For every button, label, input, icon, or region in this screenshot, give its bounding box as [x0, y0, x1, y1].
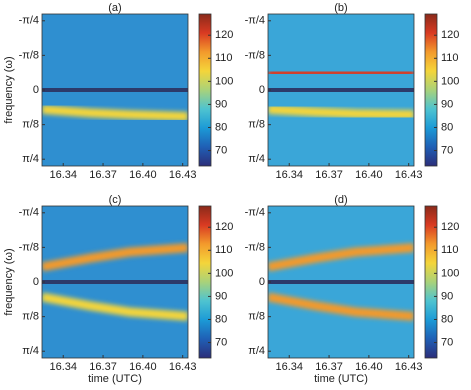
colorbar-tick-label: 80	[215, 313, 227, 325]
plot-area	[268, 206, 414, 358]
spectral-band	[268, 292, 414, 321]
x-tick-label: 16.37	[89, 169, 117, 181]
x-tick-label: 16.37	[89, 361, 117, 373]
colorbar-tick-label: 80	[215, 121, 227, 133]
y-tick-label: π/8	[22, 311, 39, 323]
y-axis-label: frequency (ω)	[3, 248, 15, 315]
spectral-band	[42, 104, 188, 121]
x-tick-label: 16.34	[275, 169, 303, 181]
colorbar-tick-label: 120	[215, 221, 233, 233]
panel-title: (d)	[334, 194, 347, 206]
plot-area	[268, 14, 414, 166]
colorbar-tick-label: 110	[441, 244, 459, 256]
colorbar-tick-label: 100	[441, 267, 459, 279]
y-tick-label: π/8	[248, 311, 265, 323]
colorbar-tick-label: 120	[441, 221, 459, 233]
colorbar-tick-label: 90	[441, 98, 453, 110]
y-tick-label: π/4	[248, 153, 265, 165]
x-tick-label: 16.40	[129, 361, 157, 373]
x-tick-label: 16.40	[355, 169, 383, 181]
colorbar-tick-label: 70	[441, 144, 453, 156]
colorbar-tick-label: 90	[441, 290, 453, 302]
spectral-band	[268, 243, 414, 272]
y-tick-label: π/4	[22, 153, 39, 165]
colorbar	[424, 205, 438, 359]
y-tick-label: -π/8	[245, 241, 265, 253]
spectral-band	[268, 67, 414, 78]
colorbar-tick-label: 100	[215, 267, 233, 279]
panel-title: (a)	[108, 2, 121, 14]
x-tick-label: 16.40	[129, 169, 157, 181]
colorbar-tick-label: 120	[441, 29, 459, 41]
spectral-band	[42, 243, 188, 272]
panel-title: (b)	[334, 2, 347, 14]
x-axis-label: time (UTC)	[88, 373, 142, 385]
x-axis-label: time (UTC)	[314, 373, 368, 385]
panel-title: (c)	[109, 194, 122, 206]
y-tick-label: 0	[33, 84, 39, 96]
x-tick-label: 16.34	[49, 169, 77, 181]
y-tick-label: π/4	[22, 345, 39, 357]
y-tick-label: π/8	[22, 119, 39, 131]
x-tick-label: 16.43	[169, 169, 197, 181]
colorbar	[424, 13, 438, 167]
x-tick-label: 16.37	[315, 169, 343, 181]
colorbar-tick-label: 120	[215, 29, 233, 41]
y-tick-label: -π/4	[19, 207, 39, 219]
y-tick-label: 0	[259, 276, 265, 288]
colorbar-tick-label: 110	[215, 244, 233, 256]
y-tick-label: -π/8	[245, 49, 265, 61]
spectral-band	[268, 104, 414, 120]
colorbar-tick-label: 90	[215, 98, 227, 110]
colorbar-tick-label: 70	[441, 336, 453, 348]
colorbar-tick-label: 110	[441, 52, 459, 64]
spectral-band	[42, 292, 188, 321]
y-tick-label: π/4	[248, 345, 265, 357]
y-tick-label: -π/4	[245, 15, 265, 27]
colorbar-tick-label: 80	[441, 121, 453, 133]
colorbar-tick-label: 70	[215, 336, 227, 348]
y-tick-label: -π/8	[19, 241, 39, 253]
colorbar-tick-label: 110	[215, 52, 233, 64]
plot-area	[42, 206, 188, 358]
x-tick-label: 16.40	[355, 361, 383, 373]
x-tick-label: 16.34	[49, 361, 77, 373]
x-tick-label: 16.37	[315, 361, 343, 373]
colorbar-tick-label: 90	[215, 290, 227, 302]
colorbar	[198, 205, 212, 359]
colorbar-tick-label: 100	[215, 75, 233, 87]
y-axis-label: frequency (ω)	[3, 56, 15, 123]
colorbar-tick-label: 80	[441, 313, 453, 325]
colorbar	[198, 13, 212, 167]
x-tick-label: 16.34	[275, 361, 303, 373]
x-tick-label: 16.43	[395, 361, 423, 373]
x-tick-label: 16.43	[169, 361, 197, 373]
colorbar-tick-label: 100	[441, 75, 459, 87]
y-tick-label: -π/4	[245, 207, 265, 219]
colorbar-tick-label: 70	[215, 144, 227, 156]
y-tick-label: 0	[33, 276, 39, 288]
plot-area	[42, 14, 188, 166]
y-tick-label: -π/4	[19, 15, 39, 27]
y-tick-label: 0	[259, 84, 265, 96]
y-tick-label: π/8	[248, 119, 265, 131]
y-tick-label: -π/8	[19, 49, 39, 61]
x-tick-label: 16.43	[395, 169, 423, 181]
